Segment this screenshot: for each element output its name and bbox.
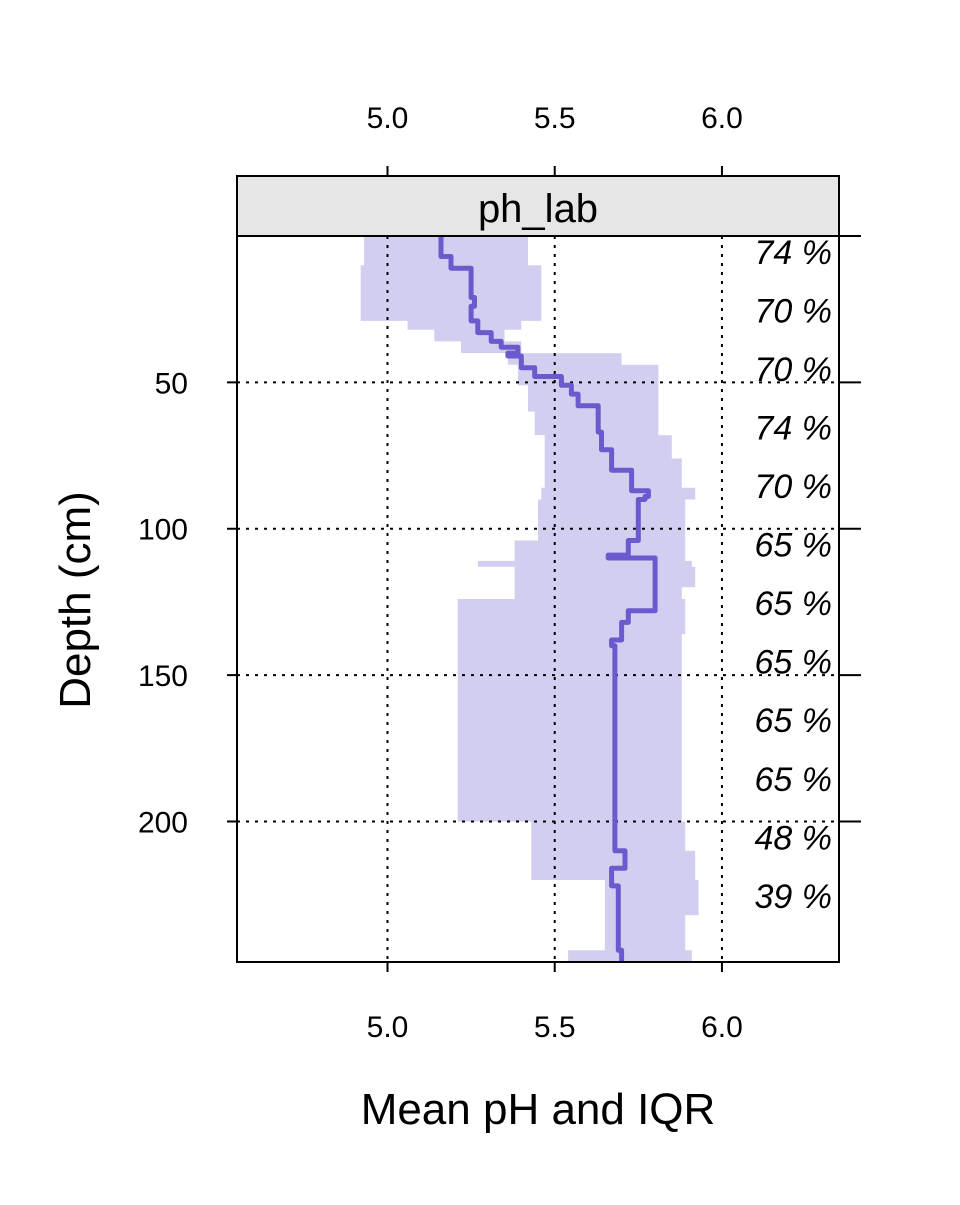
percent-label: 70 % <box>755 351 833 389</box>
y-axis-title: Depth (cm) <box>51 491 100 709</box>
plot-frame <box>236 235 840 963</box>
percent-label: 74 % <box>755 234 833 272</box>
y-tick-label: 100 <box>138 514 188 547</box>
x-tick-label-bottom: 5.0 <box>367 1011 409 1044</box>
percent-label: 70 % <box>755 468 833 506</box>
panel-strip: ph_lab <box>236 175 840 237</box>
gridlines <box>237 236 839 962</box>
iqr-band-layer <box>360 236 699 962</box>
x-tick-label-top: 5.0 <box>367 102 409 135</box>
axes: 5.0 5.0 5.5 5.5 6.0 6.0 50 100 150 200 <box>138 102 861 1044</box>
panel-strip-background <box>236 175 840 237</box>
percent-label: 65 % <box>755 644 833 682</box>
iqr-band <box>360 236 699 962</box>
percent-label: 65 % <box>755 585 833 623</box>
x-tick-label-bottom: 6.0 <box>701 1011 743 1044</box>
percent-label: 39 % <box>755 878 833 916</box>
mean-line-layer <box>438 236 658 962</box>
y-tick-label: 200 <box>138 806 188 839</box>
mean-line <box>438 236 658 962</box>
percent-label: 48 % <box>755 819 833 857</box>
x-tick-label-top: 5.5 <box>534 102 576 135</box>
percent-label: 65 % <box>755 702 833 740</box>
panel-title: ph_lab <box>478 187 598 231</box>
percent-label: 65 % <box>755 761 833 799</box>
x-tick-label-top: 6.0 <box>701 102 743 135</box>
x-tick-label-bottom: 5.5 <box>534 1011 576 1044</box>
percent-label: 74 % <box>755 410 833 448</box>
percent-label: 65 % <box>755 527 833 565</box>
y-tick-label: 50 <box>155 367 188 400</box>
y-tick-label: 150 <box>138 660 188 693</box>
percent-labels: 74 % 70 % 70 % 74 % 70 % 65 % 65 % 65 % 65 % 65 %… <box>755 234 833 916</box>
percent-label: 70 % <box>755 292 833 330</box>
x-axis-title: Mean pH and IQR <box>361 1085 716 1134</box>
